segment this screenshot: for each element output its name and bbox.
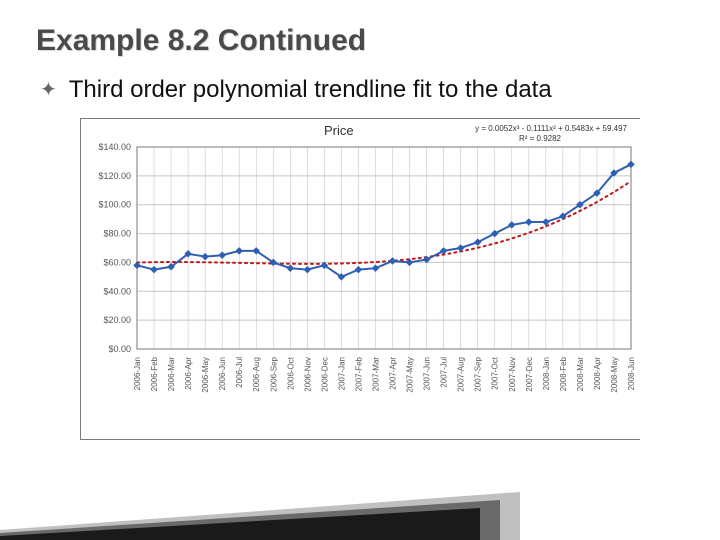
svg-text:2006-Oct: 2006-Oct: [286, 356, 295, 390]
svg-text:2006-Sep: 2006-Sep: [269, 356, 278, 391]
slide-title: Example 8.2 Continued: [36, 24, 684, 58]
chart-container: Price y = 0.0052x³ - 0.1111x² + 0.5483x +…: [80, 118, 640, 440]
svg-text:2007-Nov: 2007-Nov: [508, 357, 517, 392]
svg-text:2006-Dec: 2006-Dec: [320, 357, 329, 392]
svg-text:2006-May: 2006-May: [201, 357, 210, 393]
svg-text:2007-May: 2007-May: [406, 357, 415, 393]
slide-decoration: [0, 480, 720, 540]
bullet-text: Third order polynomial trendline fit to …: [69, 76, 552, 104]
svg-text:2008-May: 2008-May: [610, 357, 619, 393]
svg-text:$40.00: $40.00: [103, 286, 131, 296]
svg-text:2006-Jun: 2006-Jun: [218, 357, 227, 390]
svg-text:y = 0.0052x³ - 0.1111x² + 0.54: y = 0.0052x³ - 0.1111x² + 0.5483x + 59.4…: [475, 124, 627, 133]
svg-text:2008-Jun: 2008-Jun: [627, 357, 636, 390]
svg-text:2006-Aug: 2006-Aug: [252, 357, 261, 392]
svg-text:2007-Oct: 2007-Oct: [491, 356, 500, 390]
svg-text:2007-Feb: 2007-Feb: [354, 356, 363, 391]
price-chart: Price y = 0.0052x³ - 0.1111x² + 0.5483x +…: [81, 119, 641, 439]
svg-text:2006-Apr: 2006-Apr: [184, 357, 193, 390]
svg-text:2007-Aug: 2007-Aug: [457, 357, 466, 392]
svg-text:2007-Sep: 2007-Sep: [474, 356, 483, 391]
svg-text:2007-Mar: 2007-Mar: [371, 357, 380, 392]
svg-text:2006-Feb: 2006-Feb: [150, 356, 159, 391]
svg-text:$140.00: $140.00: [98, 142, 131, 152]
svg-text:2007-Apr: 2007-Apr: [389, 357, 398, 390]
bullet-row: ✦ Third order polynomial trendline fit t…: [36, 76, 684, 104]
svg-text:2008-Feb: 2008-Feb: [559, 356, 568, 391]
chart-frame: Price y = 0.0052x³ - 0.1111x² + 0.5483x +…: [80, 118, 640, 440]
slide: Example 8.2 Continued ✦ Third order poly…: [0, 0, 720, 540]
svg-text:2007-Dec: 2007-Dec: [525, 357, 534, 392]
svg-text:2006-Jan: 2006-Jan: [133, 357, 142, 390]
svg-text:R² = 0.9282: R² = 0.9282: [519, 134, 562, 143]
svg-text:$20.00: $20.00: [103, 315, 131, 325]
svg-text:$120.00: $120.00: [98, 171, 131, 181]
svg-text:2006-Jul: 2006-Jul: [235, 357, 244, 388]
svg-text:2008-Mar: 2008-Mar: [576, 357, 585, 392]
svg-text:$100.00: $100.00: [98, 200, 131, 210]
svg-text:2006-Mar: 2006-Mar: [167, 357, 176, 392]
svg-text:2007-Jul: 2007-Jul: [440, 357, 449, 388]
svg-text:Price: Price: [324, 123, 354, 138]
svg-text:2006-Nov: 2006-Nov: [303, 357, 312, 392]
svg-text:2008-Apr: 2008-Apr: [593, 357, 602, 390]
svg-text:2008-Jan: 2008-Jan: [542, 357, 551, 390]
svg-text:2007-Jun: 2007-Jun: [423, 357, 432, 390]
svg-text:2007-Jan: 2007-Jan: [337, 357, 346, 390]
svg-text:$0.00: $0.00: [108, 344, 131, 354]
svg-text:$60.00: $60.00: [103, 257, 131, 267]
svg-text:$80.00: $80.00: [103, 229, 131, 239]
bullet-icon: ✦: [40, 80, 57, 100]
